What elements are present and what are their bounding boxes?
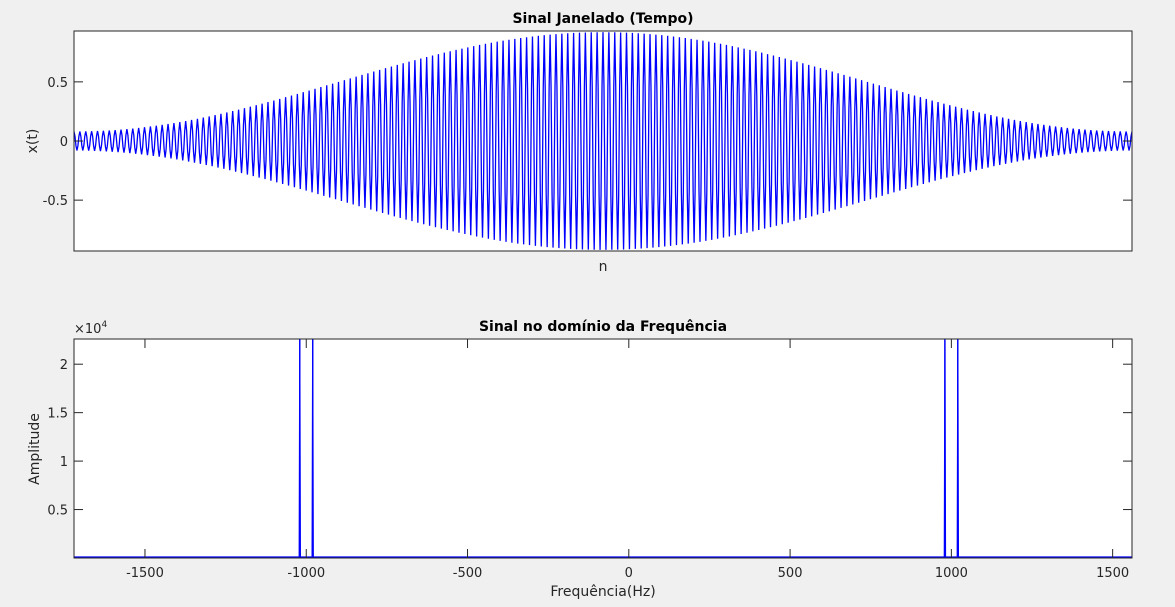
time-signal-line <box>74 32 1132 250</box>
time-y-tick-label: 0 <box>60 135 68 150</box>
time-chart-title: Sinal Janelado (Tempo) <box>512 11 693 27</box>
frequency-domain-axes: Sinal no domínio da Frequência -1500 -100… <box>27 319 1133 600</box>
freq-y-tick-label: 2 <box>60 358 68 373</box>
time-y-tick-label: 0.5 <box>47 76 68 91</box>
freq-y-exponent-power: 4 <box>101 320 107 330</box>
freq-x-tick-label: -500 <box>453 566 483 581</box>
freq-chart-title: Sinal no domínio da Frequência <box>479 319 727 335</box>
freq-y-exponent-label: ×104 <box>74 320 107 337</box>
time-x-axis-label: n <box>599 259 608 275</box>
time-y-tick-label: -0.5 <box>43 194 68 209</box>
freq-x-axis-label: Frequência(Hz) <box>550 584 655 600</box>
freq-y-axis-label: Amplitude <box>27 413 43 485</box>
time-signal-layer <box>74 32 1132 250</box>
freq-y-tick-label: 1.5 <box>47 407 68 422</box>
freq-plot-area <box>74 339 1132 558</box>
freq-y-tick-label: 0.5 <box>47 504 68 519</box>
freq-x-tick-label: 1000 <box>935 566 968 581</box>
freq-y-ticks: 0.5 1 1.5 2 <box>47 358 1132 519</box>
freq-x-ticks: -1500 -1000 -500 0 500 1000 1500 <box>126 339 1129 581</box>
freq-y-tick-label: 1 <box>60 455 68 470</box>
time-y-axis-label: x(t) <box>25 129 41 154</box>
freq-axes-box <box>73 338 1133 559</box>
freq-x-tick-label: -1500 <box>126 566 164 581</box>
freq-x-tick-label: 1500 <box>1096 566 1129 581</box>
time-domain-axes: Sinal Janelado (Tempo) -0.5 0 0.5 n x(t) <box>25 11 1133 275</box>
freq-x-tick-label: -1000 <box>287 566 325 581</box>
freq-x-tick-label: 0 <box>625 566 633 581</box>
time-y-ticks: -0.5 0 0.5 <box>43 76 1132 209</box>
freq-x-tick-label: 500 <box>778 566 803 581</box>
time-axes-box <box>73 30 1133 252</box>
